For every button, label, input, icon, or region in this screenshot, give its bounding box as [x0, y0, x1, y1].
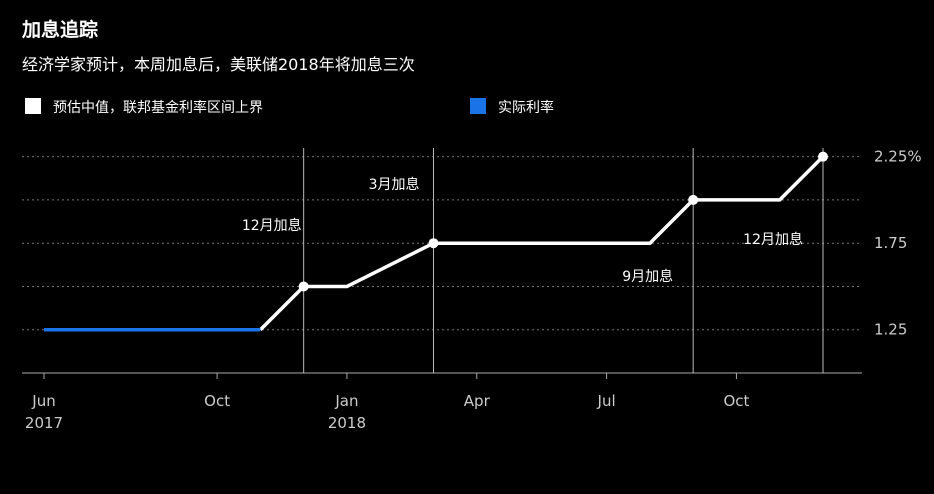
legend: 预估中值，联邦基金利率区间上界 实际利率 [25, 98, 554, 116]
chart-subtitle: 经济学家预计，本周加息后，美联储2018年将加息三次 [22, 55, 415, 74]
annotation-label: 9月加息 [622, 268, 673, 285]
point-marker [298, 281, 309, 292]
annotation-label: 3月加息 [369, 176, 420, 193]
x-tick-year: 2017 [25, 414, 63, 432]
legend-swatch [25, 98, 41, 114]
point-marker [428, 238, 439, 249]
point-marker [818, 151, 828, 162]
chart-title: 加息追踪 [21, 18, 98, 41]
x-tick-label: Jul [597, 392, 616, 410]
series-line [259, 155, 825, 331]
annotation-label: 12月加息 [242, 217, 302, 234]
x-tick-label: Apr [464, 392, 491, 410]
legend-label: 预估中值，联邦基金利率区间上界 [53, 99, 263, 116]
legend-swatch [470, 98, 486, 114]
legend-label: 实际利率 [498, 99, 554, 116]
y-tick-label: 2.25% [874, 148, 922, 166]
x-tick-year: 2018 [328, 414, 366, 432]
x-tick-label: Jan [334, 392, 358, 410]
x-tick-label: Oct [723, 392, 749, 410]
y-tick-label: 1.75 [874, 234, 907, 252]
x-tick-label: Oct [204, 392, 230, 410]
point-marker [688, 194, 699, 205]
annotation-label: 12月加息 [743, 231, 803, 248]
x-tick-label: Jun [31, 392, 55, 410]
y-tick-label: 1.25 [874, 321, 907, 339]
